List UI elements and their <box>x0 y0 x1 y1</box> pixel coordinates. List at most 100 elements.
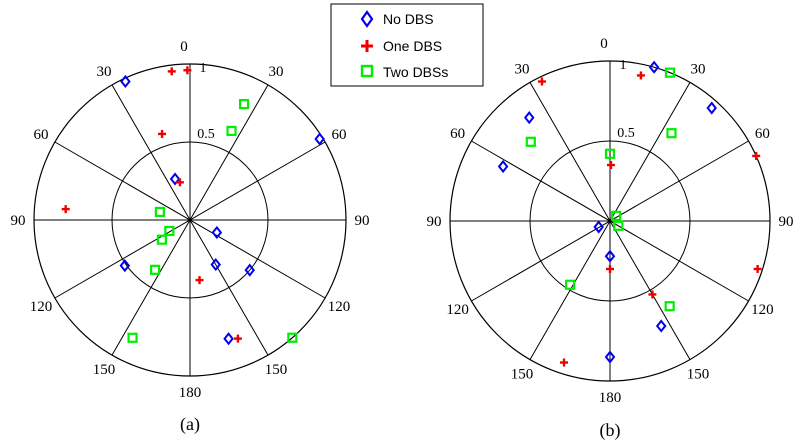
angle-tick-label: 30 <box>269 64 284 80</box>
data-point-square <box>156 234 167 245</box>
legend-label: Two DBSs <box>383 64 448 80</box>
data-point-diamond <box>223 332 234 346</box>
data-point-diamond <box>314 132 325 146</box>
data-point-plus <box>175 178 184 187</box>
data-point-diamond <box>497 159 509 174</box>
series-two-dbss <box>525 67 677 312</box>
legend: No DBS One DBS Two DBSs <box>330 3 484 87</box>
data-point-plus <box>648 290 657 299</box>
data-point-square <box>664 301 675 312</box>
legend-item-two-dbss: Two DBSs <box>360 64 448 80</box>
angle-tick-label: 90 <box>11 213 26 229</box>
data-point-plus <box>195 276 204 285</box>
legend-item-no-dbs: No DBS <box>360 10 434 28</box>
data-point-square <box>666 128 677 139</box>
radius-tick-label: 1 <box>200 61 207 76</box>
data-point-plus <box>753 264 762 273</box>
caption-a: (a) <box>180 414 200 435</box>
angle-tick-label: 150 <box>93 362 116 378</box>
series-no-dbs <box>497 60 717 364</box>
data-point-plus <box>606 265 614 273</box>
data-point-diamond <box>604 249 616 263</box>
data-point-square <box>164 225 175 237</box>
data-point-diamond <box>523 111 535 125</box>
data-point-square <box>613 220 624 231</box>
data-point-diamond <box>119 259 131 273</box>
angle-tick-label: 60 <box>755 126 770 142</box>
angle-tick-label: 90 <box>355 213 370 229</box>
data-point-plus <box>158 129 167 138</box>
polar-grid <box>33 63 347 377</box>
angle-tick-label: 0 <box>600 36 608 52</box>
polar-chart-b: (b) 0 30 60 90 120 150 180 150 120 90 60 30 0.5 1 <box>427 36 794 441</box>
data-point-diamond <box>706 101 717 115</box>
legend-box <box>330 3 484 87</box>
angle-tick-label: 60 <box>34 127 49 143</box>
angle-tick-label: 120 <box>30 299 53 315</box>
data-point-diamond <box>210 257 222 272</box>
legend-item-one-dbs: One DBS <box>361 38 442 54</box>
data-point-square <box>150 264 161 275</box>
angle-tick-label: 60 <box>450 126 465 142</box>
data-point-diamond <box>211 225 223 240</box>
angle-tick-label: 180 <box>599 390 622 406</box>
data-point-plus <box>61 205 70 214</box>
data-point-diamond <box>604 350 616 364</box>
data-point-diamond <box>648 60 660 74</box>
data-point-plus <box>752 151 761 160</box>
data-point-square <box>226 125 237 137</box>
polar-grid <box>449 60 771 382</box>
data-point-square <box>525 136 536 147</box>
data-point-plus <box>183 66 192 75</box>
angle-tick-label: 90 <box>427 214 442 230</box>
angle-tick-label: 120 <box>751 302 774 318</box>
series-two-dbss <box>127 98 298 343</box>
radius-tick-label: 1 <box>620 58 627 73</box>
data-point-square <box>238 98 250 110</box>
series-one-dbs <box>61 66 242 343</box>
data-point-square <box>611 210 622 221</box>
data-point-plus <box>233 334 242 343</box>
angle-tick-label: 150 <box>265 362 288 378</box>
angle-tick-label: 150 <box>687 366 710 382</box>
angle-tick-label: 60 <box>331 127 346 143</box>
data-point-diamond <box>655 319 667 333</box>
series-no-dbs <box>119 74 325 346</box>
polar-chart-a: (a) 0 30 60 90 120 150 180 150 120 90 60 30 0.5 1 <box>11 39 370 435</box>
data-point-square <box>664 67 676 78</box>
data-point-diamond <box>169 172 181 186</box>
angle-tick-label: 30 <box>691 62 706 78</box>
spoke-line <box>529 82 691 360</box>
plus-icon <box>361 40 373 52</box>
angle-tick-label: 30 <box>97 64 112 80</box>
data-point-diamond <box>120 74 131 89</box>
angle-tick-label: 0 <box>180 39 188 55</box>
data-point-plus <box>537 77 546 86</box>
spoke-line <box>111 84 269 356</box>
angle-tick-label: 120 <box>328 299 351 315</box>
square-icon <box>360 64 374 78</box>
radius-tick-label: 0.5 <box>617 126 635 141</box>
diamond-icon <box>360 10 374 28</box>
data-point-diamond <box>593 220 604 234</box>
data-point-plus <box>636 71 645 80</box>
radius-tick-label: 0.5 <box>197 127 215 142</box>
caption-b: (b) <box>600 420 621 441</box>
angle-tick-label: 180 <box>179 385 202 401</box>
legend-label: No DBS <box>383 11 434 27</box>
angle-tick-label: 150 <box>511 366 534 382</box>
series-one-dbs <box>537 71 762 367</box>
data-point-square <box>604 148 616 159</box>
angle-tick-label: 30 <box>515 62 530 78</box>
data-point-plus <box>167 67 176 76</box>
data-point-square <box>127 332 138 343</box>
legend-label: One DBS <box>383 38 442 54</box>
data-point-plus <box>560 358 569 367</box>
data-point-plus <box>606 161 615 170</box>
data-point-square <box>565 279 576 290</box>
angle-tick-label: 120 <box>446 302 469 318</box>
data-point-diamond <box>244 263 256 277</box>
data-point-square <box>154 206 165 218</box>
angle-tick-label: 90 <box>779 214 794 230</box>
